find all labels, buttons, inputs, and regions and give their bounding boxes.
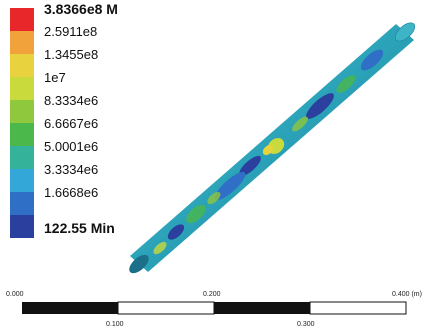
- legend-swatch-7: [10, 169, 34, 192]
- legend-label-5: 6.6667e6: [44, 116, 99, 131]
- rod[interactable]: [126, 20, 418, 277]
- rod-contours: [153, 49, 384, 255]
- legend-label-9: 122.55 Min: [44, 220, 115, 236]
- legend-swatch-9: [10, 215, 34, 238]
- legend-swatch-1: [10, 31, 34, 54]
- color-legend: 3.8366e8 M 2.5911e8 1.3455e8 1e7 8.3334e6 6.6…: [10, 2, 210, 238]
- scale-segments: [22, 301, 407, 315]
- legend-swatch-8: [10, 192, 34, 215]
- legend-label-6: 5.0001e6: [44, 139, 99, 154]
- legend-label-8: 1.6668e6: [44, 185, 99, 200]
- legend-swatch-2: [10, 54, 34, 77]
- legend-label-3: 1e7: [44, 70, 66, 85]
- legend-swatch-6: [10, 146, 34, 169]
- scale-label-400: 0.400 (m): [392, 291, 422, 298]
- scale-label-200: 0.200: [203, 291, 221, 298]
- scale-label-100: 0.100: [106, 321, 124, 328]
- model-viewport[interactable]: [0, 0, 433, 290]
- legend-swatch-3: [10, 77, 34, 100]
- legend-label-2: 1.3455e8: [44, 47, 99, 62]
- rod-top-cap: [394, 22, 416, 42]
- scale-bar: 0.000 0.200 0.400 (m) 0.100 0.300: [0, 283, 433, 333]
- scale-label-0: 0.000: [6, 291, 24, 298]
- legend-label-4: 8.3334e6: [44, 93, 99, 108]
- scale-label-300: 0.300: [297, 321, 315, 328]
- legend-swatch-0: [10, 8, 34, 31]
- legend-label-7: 3.3334e6: [44, 162, 99, 177]
- legend-label-1: 2.5911e8: [44, 24, 98, 39]
- legend-label-0: 3.8366e8 M: [44, 1, 118, 17]
- legend-swatch-5: [10, 123, 34, 146]
- legend-swatch-4: [10, 100, 34, 123]
- rod-bottom-cap: [129, 254, 149, 274]
